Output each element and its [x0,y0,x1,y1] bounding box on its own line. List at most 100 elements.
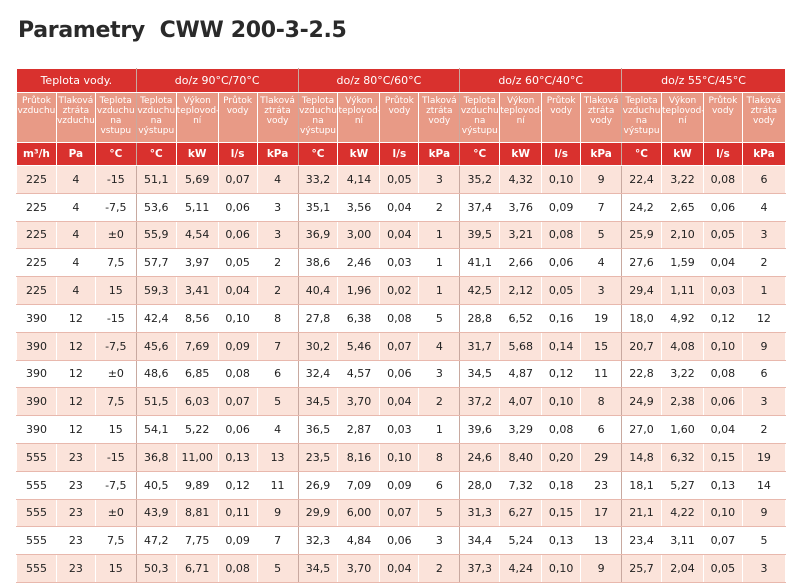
unit-label: kW [337,142,381,166]
table-cell: 390 [16,303,57,333]
table-cell: 23 [55,526,96,556]
table-cell: 225 [16,192,57,222]
table-cell: 9 [256,498,299,528]
table-cell: 5 [418,498,461,528]
table-cell: 13 [256,442,299,472]
table-cell: 0,05 [702,554,743,583]
table-cell: 0,18 [541,470,582,500]
table-cell: 4,87 [499,359,543,389]
table-cell: 4 [55,220,96,250]
table-cell: 0,11 [217,498,258,528]
table-cell: 57,7 [135,248,177,278]
table-cell: 15 [94,415,137,444]
page-title: Parametry CWW 200-3-2.5 [18,18,347,43]
table-cell: 1,59 [661,248,704,278]
table-cell: 3 [256,220,299,250]
table-cell: 27,0 [621,415,662,444]
table-cell: 0,04 [379,220,420,250]
table-cell: 50,3 [135,554,177,583]
table-cell: 7,09 [337,470,381,500]
table-cell: 7,32 [499,470,543,500]
col-header: Průtok vody [541,92,582,143]
table-cell: 0,08 [541,220,582,250]
table-cell: 2 [741,415,787,444]
table-cell: 38,6 [297,248,339,278]
table-cell: 3 [418,165,461,194]
unit-label: °C [459,142,501,166]
table-cell: 2,10 [661,220,704,250]
table-cell: 0,06 [379,526,420,556]
col-header: Tlaková ztráta vody [580,92,623,143]
table-cell: 7,75 [175,526,219,556]
table-row: 555 23 7,5 47,2 7,75 0,09 7 32,3 4,84 0,06 3 34,4 5,… [16,526,787,556]
table-cell: -7,5 [94,192,137,222]
table-cell: 0,05 [541,276,582,305]
table-cell: 29 [580,442,623,472]
table-cell: 23,5 [297,442,339,472]
table-cell: 5,27 [661,470,704,500]
table-cell: 3,70 [337,554,381,583]
table-cell: 13 [580,526,623,556]
table-cell: 28,8 [459,303,501,333]
unit-label: °C [297,142,339,166]
table-cell: 54,1 [135,415,177,444]
table-cell: 9 [741,498,787,528]
table-cell: 37,2 [459,387,501,417]
group-header-water-temp: Teplota vody. [16,68,137,93]
table-cell: 0,08 [541,415,582,444]
table-cell: 7,5 [94,248,137,278]
table-cell: 3,00 [337,220,381,250]
table-cell: 0,05 [702,220,743,250]
table-cell: 1,96 [337,276,381,305]
unit-label: Pa [55,142,96,166]
table-cell: 0,12 [702,303,743,333]
table-body: 225 4 -15 51,1 5,69 0,07 4 33,2 4,14 0,05 3 35,2 4,3… [16,165,787,583]
table-cell: 51,5 [135,387,177,417]
table-cell: 4,54 [175,220,219,250]
table-cell: 0,04 [702,415,743,444]
table-cell: 9 [580,554,623,583]
table-cell: 390 [16,331,57,361]
table-cell: 6,32 [661,442,704,472]
table-cell: 8,81 [175,498,219,528]
table-cell: 19 [580,303,623,333]
table-cell: -7,5 [94,470,137,500]
table-cell: 0,07 [379,331,420,361]
table-cell: 4 [55,192,96,222]
table-cell: 4 [741,192,787,222]
table-cell: 390 [16,387,57,417]
table-cell: -7,5 [94,331,137,361]
table-cell: 0,02 [379,276,420,305]
table-cell: 12 [55,359,96,389]
table-cell: 8,40 [499,442,543,472]
table-cell: 7,69 [175,331,219,361]
table-cell: 0,08 [217,359,258,389]
table-cell: 3,56 [337,192,381,222]
table-cell: 2 [418,192,461,222]
table-cell: 5 [256,554,299,583]
table-cell: 555 [16,554,57,583]
table-cell: 51,1 [135,165,177,194]
table-cell: 0,08 [702,165,743,194]
table-cell: 27,6 [621,248,662,278]
table-row: 225 4 15 59,3 3,41 0,04 2 40,4 1,96 0,02 1 42,5 2,12… [16,276,787,305]
table-cell: 59,3 [135,276,177,305]
group-header-80-60: do/z 80°C/60°C [297,68,461,93]
table-cell: 0,04 [379,192,420,222]
unit-label: °C [94,142,137,166]
table-cell: 4,92 [661,303,704,333]
table-row: 390 12 ±0 48,6 6,85 0,08 6 32,4 4,57 0,06 3 34,5 4,8… [16,359,787,389]
table-cell: 4,14 [337,165,381,194]
unit-label: kPa [418,142,461,166]
table-cell: 24,9 [621,387,662,417]
col-header: Teplota vzduchu na výstupu [621,92,662,143]
table-cell: 35,1 [297,192,339,222]
table-cell: 4 [580,248,623,278]
table-cell: 4,24 [499,554,543,583]
table-cell: 25,9 [621,220,662,250]
unit-label: °C [135,142,177,166]
table-cell: 5 [580,220,623,250]
table-cell: 0,10 [541,165,582,194]
table-cell: 7 [580,192,623,222]
table-cell: 0,15 [541,498,582,528]
